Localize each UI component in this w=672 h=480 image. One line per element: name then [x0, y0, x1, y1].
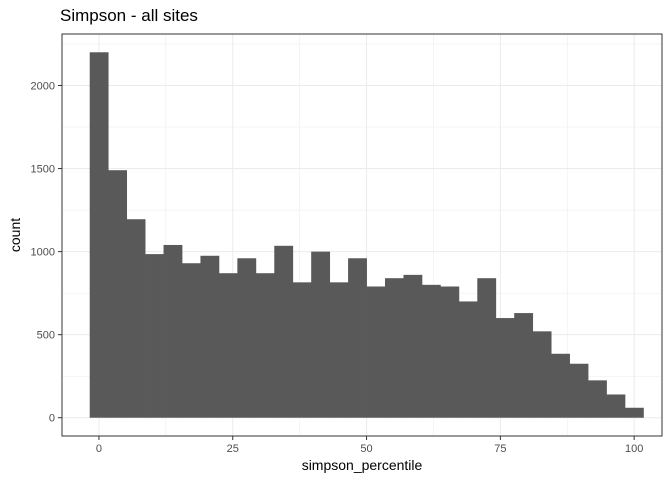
histogram-bar	[458, 301, 478, 418]
histogram-bar	[588, 380, 607, 418]
y-tick-label: 2000	[31, 80, 55, 92]
y-axis-title: count	[7, 218, 23, 252]
histogram-bar	[477, 278, 497, 418]
histogram-bar	[292, 282, 312, 418]
x-tick-label: 0	[96, 443, 102, 455]
x-tick-label: 50	[360, 443, 372, 455]
histogram-bar	[348, 258, 367, 418]
histogram-bar	[274, 245, 294, 418]
histogram-bar	[255, 273, 275, 418]
histogram-bar	[329, 282, 349, 418]
x-axis-title: simpson_percentile	[302, 457, 423, 473]
histogram-bar	[606, 394, 626, 418]
histogram-bar	[200, 255, 220, 418]
histogram-bar	[89, 52, 109, 418]
histogram-bar	[163, 244, 183, 418]
x-tick-label: 25	[227, 443, 239, 455]
x-tick-label: 100	[625, 443, 643, 455]
y-tick-label: 500	[37, 330, 55, 342]
histogram-bar	[181, 263, 201, 418]
y-tick-label: 0	[49, 413, 55, 425]
histogram-bar	[126, 219, 146, 418]
y-tick-label: 1000	[31, 247, 55, 259]
histogram-bar	[403, 274, 423, 418]
histogram-bar	[421, 284, 441, 418]
histogram-bar	[551, 353, 570, 418]
histogram-bar	[366, 286, 386, 418]
histogram-bars	[89, 52, 644, 418]
histogram-bar	[108, 170, 128, 418]
histogram-bar	[514, 313, 534, 418]
y-axis-ticks: 0 500 1000 1500 2000	[31, 80, 62, 425]
histogram-bar	[569, 363, 589, 418]
y-tick-label: 1500	[31, 164, 55, 176]
histogram-bar	[495, 318, 515, 418]
chart-title: Simpson - all sites	[60, 6, 198, 25]
panel-border	[61, 33, 663, 437]
histogram-bar	[311, 251, 331, 418]
histogram-bar	[440, 286, 460, 418]
histogram-bar	[237, 258, 257, 418]
x-axis-ticks: 0 25 50 75 100	[96, 436, 643, 455]
histogram-bar	[218, 273, 238, 418]
histogram-bar	[385, 278, 404, 418]
histogram-bar	[145, 254, 164, 418]
x-tick-label: 75	[494, 443, 506, 455]
histogram-bar	[532, 331, 552, 418]
histogram-bar	[624, 407, 644, 418]
